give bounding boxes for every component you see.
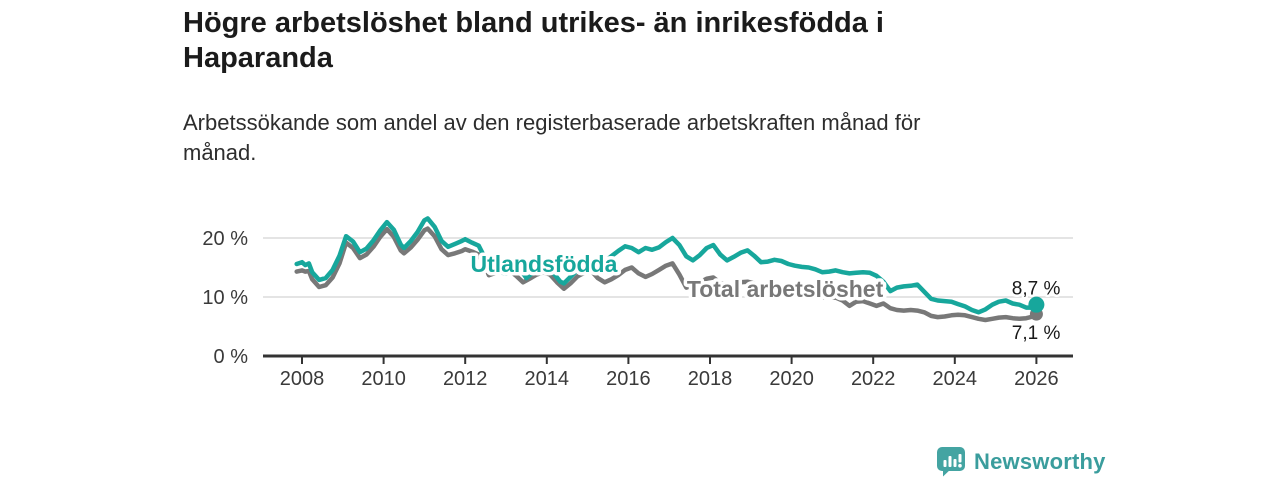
series-line-utlandsfodda	[294, 216, 1039, 315]
x-tick-label: 2026	[1014, 368, 1059, 390]
end-dot-utlandsfodda	[1028, 296, 1045, 313]
end-value-label-total: 7,1 %	[1012, 323, 1061, 344]
y-tick-label: 10 %	[202, 287, 248, 309]
chart-title-line-1: Högre arbetslöshet bland utrikes- än inr…	[183, 7, 884, 39]
newsworthy-wordmark: Newsworthy	[974, 448, 1106, 474]
y-tick-label: 20 %	[202, 228, 248, 250]
x-tick-label: 2022	[851, 368, 896, 390]
series-label-utlandsfodda: Utlandsfödda	[470, 251, 617, 277]
series-line-total	[294, 226, 1039, 323]
x-tick-label: 2008	[280, 368, 325, 390]
x-tick-label: 2018	[688, 368, 733, 390]
chart-subtitle-line-2: månad.	[183, 139, 257, 165]
x-tick-label: 2010	[361, 368, 406, 390]
series-label-total: Total arbetslöshet	[687, 276, 884, 302]
end-value-label-utlandsfodda: 8,7 %	[1012, 279, 1061, 300]
x-tick-label: 2016	[606, 368, 651, 390]
chart-subtitle-line-1: Arbetssökande som andel av den registerb…	[183, 110, 921, 135]
y-tick-label: 0 %	[214, 346, 249, 368]
x-tick-label: 2012	[443, 368, 488, 390]
newsworthy-logo: Newsworthy	[936, 446, 1106, 477]
x-tick-label: 2020	[769, 368, 814, 390]
x-tick-label: 2014	[525, 368, 570, 390]
chart-title: Högre arbetslöshet bland utrikes- än inr…	[183, 6, 1083, 77]
chart-subtitle: Arbetssökande som andel av den registerb…	[183, 108, 1083, 167]
chart-title-line-2: Haparanda	[183, 42, 333, 75]
newsworthy-bar-chart-bubble-icon	[937, 447, 965, 477]
header: Högre arbetslöshet bland utrikes- än inr…	[183, 6, 1083, 165]
x-tick-label: 2024	[933, 368, 978, 390]
